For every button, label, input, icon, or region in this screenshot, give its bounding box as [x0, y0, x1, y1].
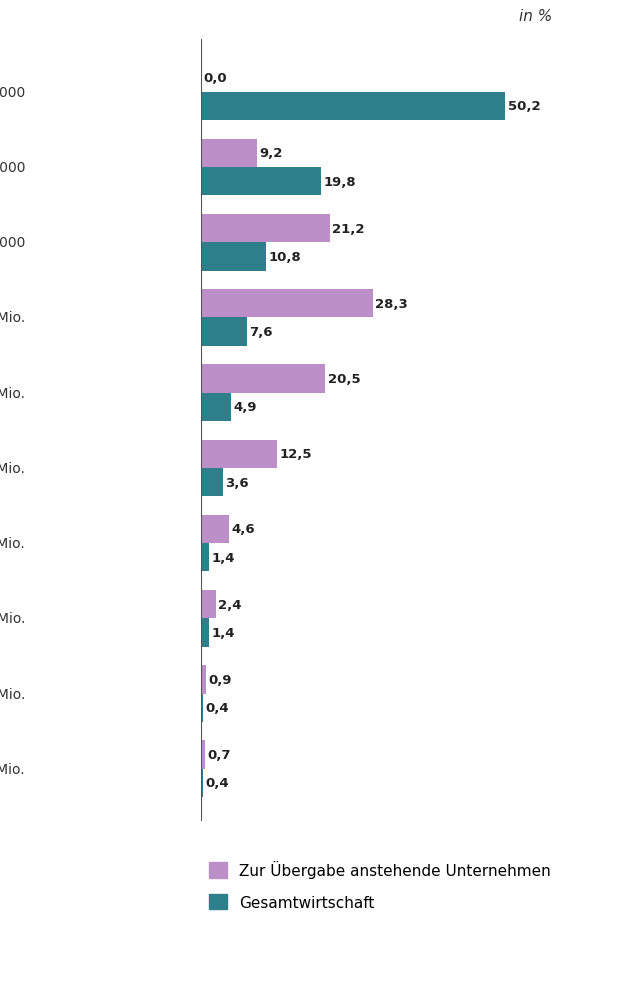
- Text: 1,4: 1,4: [212, 626, 236, 639]
- Bar: [201, 168, 321, 196]
- Bar: [201, 214, 330, 243]
- Text: 0,0: 0,0: [203, 72, 227, 85]
- Bar: [201, 619, 210, 647]
- Text: 9,2: 9,2: [259, 147, 283, 160]
- Text: 12,5: 12,5: [279, 448, 311, 461]
- Bar: [201, 139, 257, 168]
- Text: bis 100.000: bis 100.000: [0, 86, 25, 99]
- Bar: [201, 440, 277, 469]
- Text: 500.000 – 1 Mio.: 500.000 – 1 Mio.: [0, 312, 25, 325]
- Text: 10 Mio. – 25 Mio.: 10 Mio. – 25 Mio.: [0, 612, 25, 625]
- Bar: [201, 242, 266, 272]
- Text: 2 Mio. – 5 Mio.: 2 Mio. – 5 Mio.: [0, 462, 25, 475]
- Text: 0,7: 0,7: [208, 748, 231, 762]
- Text: 2,4: 2,4: [218, 598, 241, 611]
- Text: 20,5: 20,5: [328, 373, 360, 386]
- Text: 250.000 – 500.000: 250.000 – 500.000: [0, 236, 25, 249]
- Bar: [201, 394, 230, 422]
- Text: 5 Mio. – 10 Mio.: 5 Mio. – 10 Mio.: [0, 537, 25, 550]
- Text: 7,6: 7,6: [249, 326, 273, 339]
- Bar: [201, 544, 210, 572]
- Text: in %: in %: [519, 9, 553, 24]
- Bar: [201, 590, 215, 619]
- Legend: Zur Übergabe anstehende Unternehmen, Gesamtwirtschaft: Zur Übergabe anstehende Unternehmen, Ges…: [208, 861, 551, 910]
- Bar: [201, 290, 372, 319]
- Bar: [201, 770, 203, 798]
- Bar: [201, 365, 325, 394]
- Text: 4,9: 4,9: [233, 401, 257, 414]
- Bar: [201, 665, 207, 694]
- Bar: [201, 515, 229, 544]
- Bar: [201, 319, 247, 347]
- Text: über 50 Mio.: über 50 Mio.: [0, 763, 25, 776]
- Text: 3,6: 3,6: [225, 476, 249, 489]
- Text: 50,2: 50,2: [508, 100, 541, 113]
- Text: 1,4: 1,4: [212, 551, 236, 564]
- Bar: [201, 469, 223, 497]
- Text: 1 Mio. – 2 Mio.: 1 Mio. – 2 Mio.: [0, 387, 25, 400]
- Text: 100.000 – 250.000: 100.000 – 250.000: [0, 161, 25, 174]
- Text: 0,4: 0,4: [206, 777, 229, 790]
- Text: 21,2: 21,2: [332, 222, 364, 235]
- Text: 25 Mio. – 50 Mio.: 25 Mio. – 50 Mio.: [0, 687, 25, 700]
- Text: 0,4: 0,4: [206, 701, 229, 714]
- Text: 28,3: 28,3: [375, 298, 408, 311]
- Text: 19,8: 19,8: [323, 175, 356, 188]
- Text: 0,9: 0,9: [209, 673, 232, 686]
- Bar: [201, 740, 205, 770]
- Bar: [201, 93, 506, 121]
- Bar: [201, 694, 203, 722]
- Text: 10,8: 10,8: [269, 250, 301, 264]
- Text: 4,6: 4,6: [231, 523, 255, 536]
